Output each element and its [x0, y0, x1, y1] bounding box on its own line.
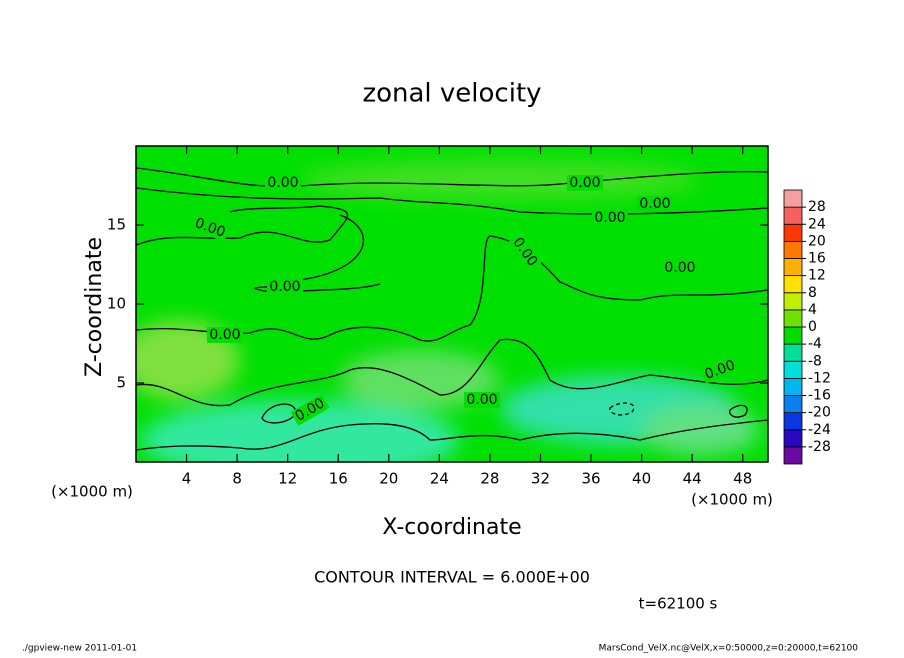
colorbar-box — [783, 360, 803, 379]
x-tick-label: 24 — [430, 470, 449, 488]
colorbar-label: -12 — [808, 370, 831, 386]
contour-label-bg — [700, 356, 740, 384]
x-tick-label: 12 — [278, 470, 297, 488]
colorbar-box — [783, 446, 803, 465]
y-axis-label: Z-coordinate — [82, 237, 107, 377]
colorbar-label: -20 — [808, 405, 831, 421]
contour-label-bg — [637, 196, 673, 212]
contour-label-bg — [592, 210, 628, 226]
contour-label-bg — [662, 260, 698, 276]
colorbar-box — [783, 223, 803, 242]
contour-label-bg — [267, 279, 303, 295]
contour-label: 0.00 — [466, 392, 497, 408]
x-tick-label: 20 — [379, 470, 398, 488]
colorbar-label: -24 — [808, 422, 831, 438]
x-tick-label: 4 — [182, 470, 192, 488]
colorbar-box — [783, 258, 803, 277]
y-unit: (×1000 m) — [51, 483, 133, 501]
colorbar-label: 4 — [808, 302, 817, 318]
contour-label: 0.00 — [664, 260, 695, 276]
x-tick-label: 28 — [480, 470, 499, 488]
contour-label: 0.00 — [209, 327, 240, 343]
colorbar-box — [783, 275, 803, 294]
contour-label-bg — [265, 175, 301, 191]
colorbar-label: 0 — [808, 319, 817, 335]
footer-right: MarsCond_VelX.nc@VelX,x=0:50000,z=0:2000… — [599, 644, 859, 654]
contour-label-bg — [290, 394, 330, 426]
x-tick-label: 16 — [329, 470, 348, 488]
colorbar-label: -16 — [808, 388, 831, 404]
contour-label-bg — [508, 232, 542, 272]
colorbar-label: 24 — [808, 216, 826, 232]
colorbar-label: 28 — [808, 199, 826, 215]
y-tick-label: 5 — [116, 374, 126, 392]
x-tick-label: 48 — [733, 470, 752, 488]
colorbar-box — [783, 395, 803, 414]
contour-label-bg — [190, 214, 230, 242]
colorbar-box — [783, 189, 803, 208]
x-tick-label: 8 — [232, 470, 242, 488]
contour-label: 0.00 — [569, 175, 600, 191]
contour-label-bg — [207, 327, 243, 343]
colorbar-label: 8 — [808, 285, 817, 301]
contour-label-bg — [464, 392, 500, 408]
contour-label: 0.00 — [269, 279, 300, 295]
x-tick-label: 32 — [531, 470, 550, 488]
colorbar-box — [783, 429, 803, 448]
x-unit: (×1000 m) — [691, 491, 773, 509]
colorbar-box — [783, 240, 803, 259]
x-tick-label: 40 — [632, 470, 651, 488]
chart-title: zonal velocity — [362, 79, 541, 109]
contour-label: 0.00 — [594, 210, 625, 226]
colorbar-box — [783, 292, 803, 311]
colorbar-box — [783, 377, 803, 396]
y-tick-label: 10 — [107, 295, 126, 313]
colorbar-box — [783, 412, 803, 431]
x-tick-label: 44 — [683, 470, 702, 488]
contour-interval: CONTOUR INTERVAL = 6.000E+00 — [314, 568, 590, 587]
colorbar-label: 16 — [808, 251, 826, 267]
colorbar-box — [783, 206, 803, 225]
contour-label: 0.00 — [267, 175, 298, 191]
colorbar-label: -28 — [808, 439, 831, 455]
footer-left: ./gpview-new 2011-01-01 — [22, 644, 137, 654]
time-label: t=62100 s — [639, 595, 718, 613]
y-tick-label: 15 — [107, 216, 126, 234]
contour-label-bg — [567, 175, 603, 191]
colorbar-box — [783, 326, 803, 345]
colorbar-box — [783, 343, 803, 362]
contour-label: 0.00 — [639, 196, 670, 212]
colorbar-label: -8 — [808, 353, 822, 369]
x-axis-label: X-coordinate — [382, 515, 521, 540]
colorbar-label: -4 — [808, 336, 822, 352]
colorbar-label: 20 — [808, 233, 826, 249]
x-tick-label: 36 — [581, 470, 600, 488]
colorbar-label: 12 — [808, 268, 826, 284]
colorbar-box — [783, 309, 803, 328]
